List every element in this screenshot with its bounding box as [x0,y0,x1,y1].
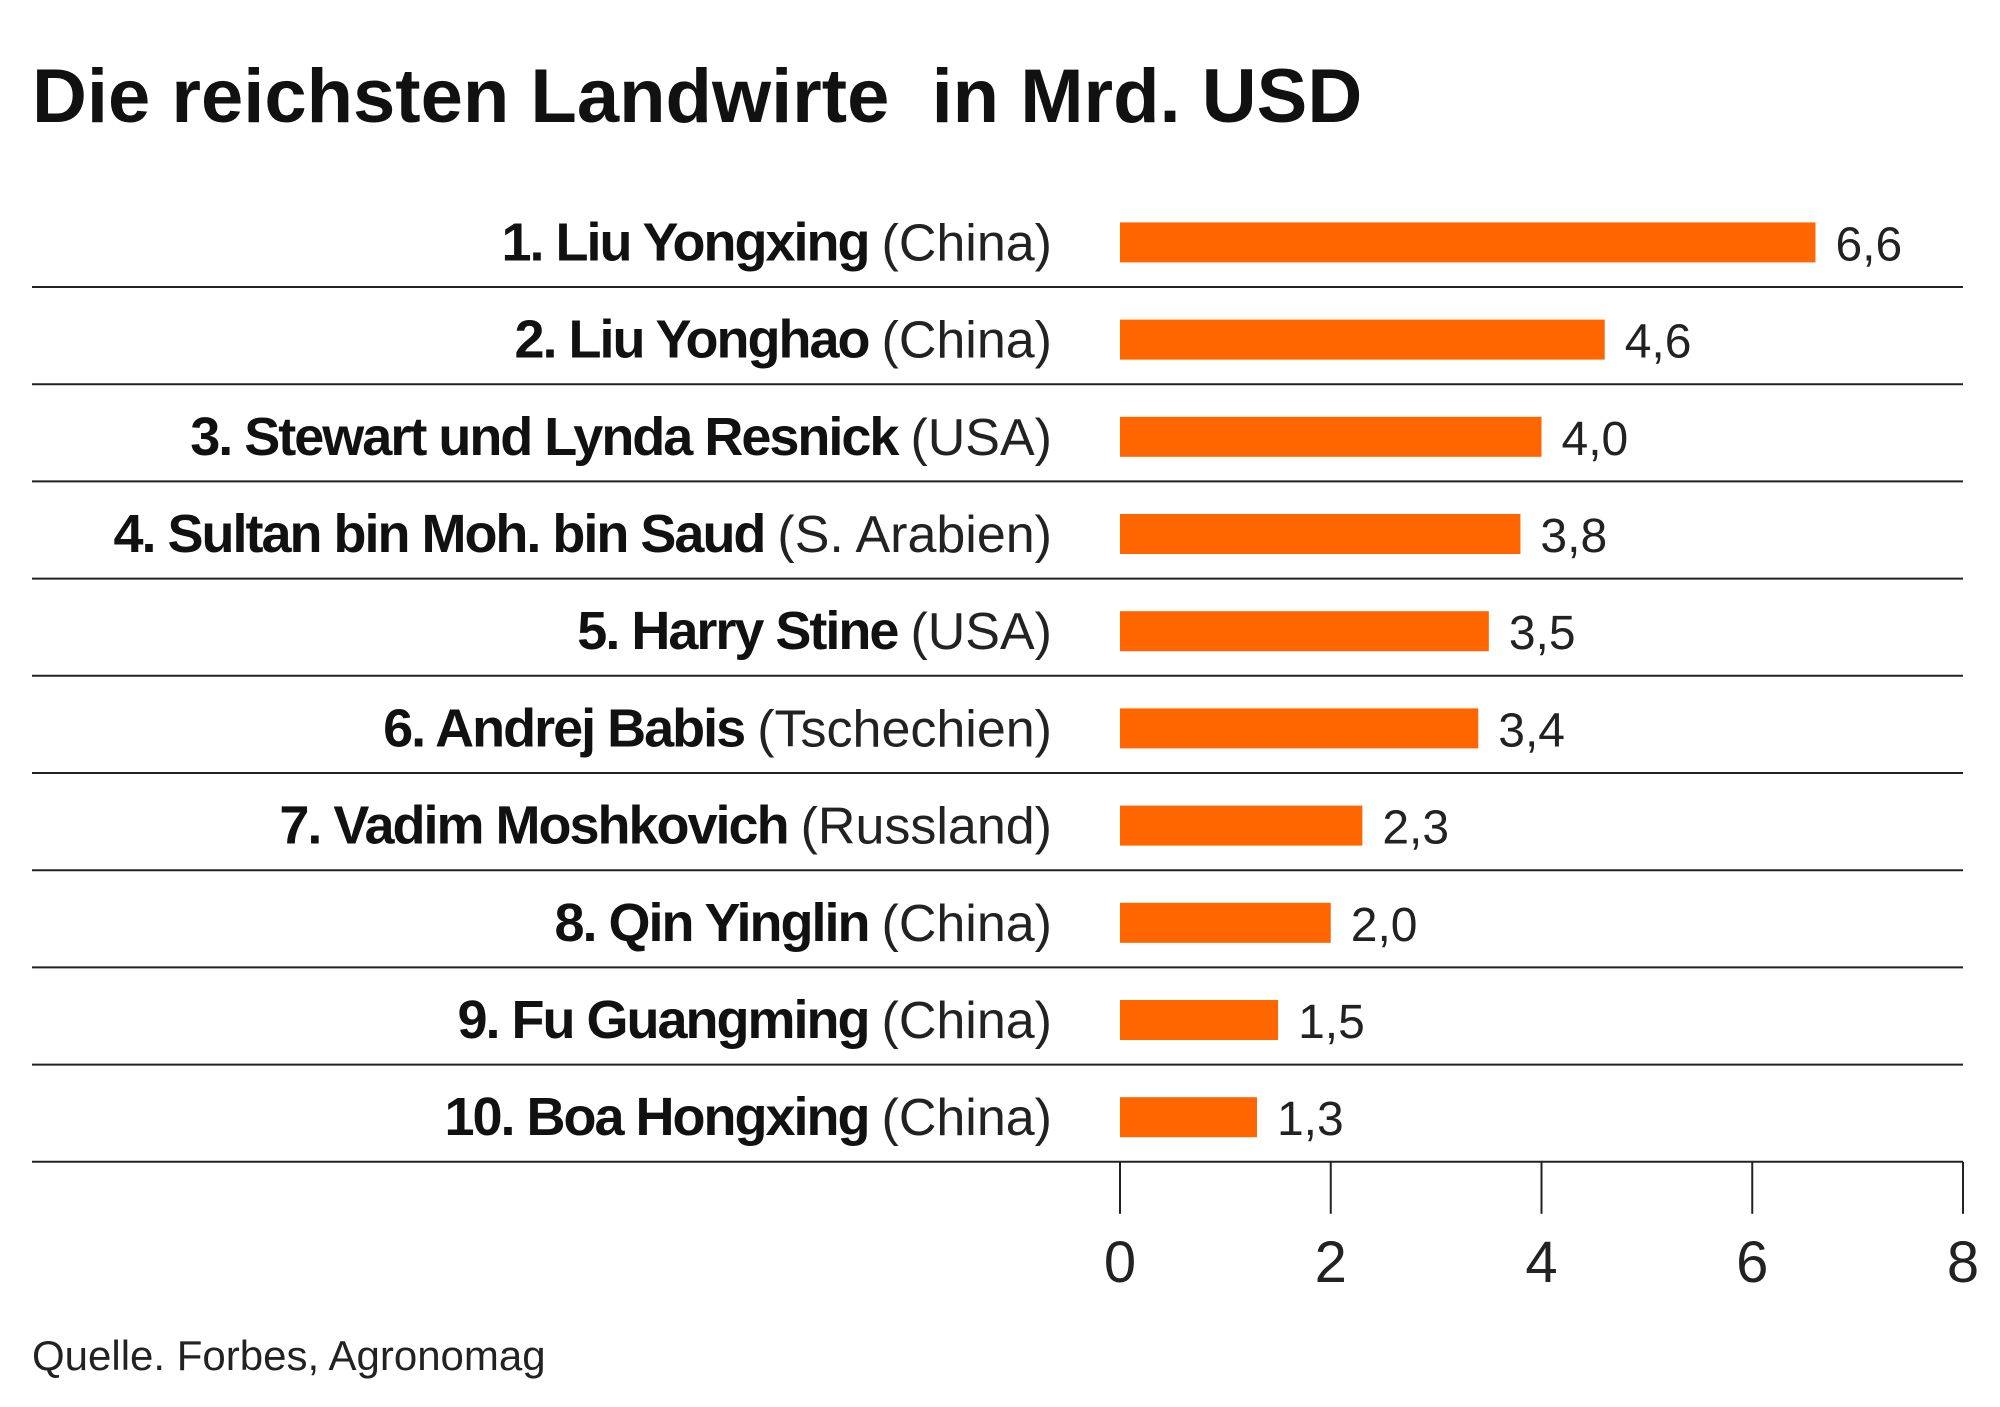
category-label: 2. Liu Yonghao (China) [514,310,1052,370]
value-label: 4,6 [1625,316,1692,369]
category-country: (USA) [910,409,1052,467]
x-tick-label: 8 [1947,1230,1979,1295]
bar [1120,1000,1279,1040]
category-label: 6. Andrej Babis (Tschechien) [383,698,1052,758]
category-name: 3. Stewart und Lynda Resnick [190,407,910,467]
category-label: 4. Sultan bin Moh. bin Saud (S. Arabien) [113,504,1052,564]
category-label: 3. Stewart und Lynda Resnick (USA) [190,407,1052,467]
x-axis: 0 2 4 6 8 [1104,1161,1979,1295]
category-label: 8. Qin Yinglin (China) [554,893,1052,953]
category-name: 9. Fu Guangming [458,990,882,1050]
bar [1120,222,1816,263]
category-label: 5. Harry Stine (USA) [577,601,1052,661]
x-tick-label: 4 [1525,1230,1557,1295]
category-name: 7. Vadim Moshkovich [279,796,800,856]
value-label: 4,0 [1562,413,1629,466]
category-country: (China) [882,895,1053,953]
category-name: 1. Liu Yongxing [501,212,881,272]
category-label: 1. Liu Yongxing (China) [501,212,1052,272]
category-country: (Russland) [801,798,1052,856]
x-tick-label: 0 [1104,1230,1136,1295]
category-label: 7. Vadim Moshkovich (Russland) [279,796,1052,856]
value-label: 3,4 [1498,704,1565,757]
category-name: 6. Andrej Babis [383,698,757,758]
value-label: 6,6 [1835,218,1902,271]
bar [1120,1097,1257,1138]
category-name: 8. Qin Yinglin [554,893,881,953]
chart-title: Die reichsten Landwirte in Mrd. USD [32,54,1362,139]
category-country: (China) [882,992,1053,1050]
x-tick-label: 2 [1315,1230,1347,1295]
value-label: 1,3 [1277,1093,1344,1146]
value-label: 3,5 [1509,607,1576,660]
category-name: 10. Boa Hongxing [444,1087,881,1147]
x-tick-label: 6 [1736,1230,1768,1295]
category-name: 5. Harry Stine [577,601,910,661]
value-label: 2,0 [1351,899,1418,952]
category-name: 2. Liu Yonghao [514,310,881,370]
category-country: (USA) [910,603,1052,661]
bar [1120,514,1521,554]
category-label: 9. Fu Guangming (China) [458,990,1053,1050]
category-country: (China) [882,214,1053,272]
bar [1120,902,1331,943]
category-country: (Tschechien) [757,700,1052,758]
category-country: (China) [882,1089,1053,1147]
bar [1120,416,1542,457]
category-country: (China) [882,312,1053,370]
category-country: (S. Arabien) [777,506,1052,564]
bar [1120,611,1489,652]
value-label: 1,5 [1298,996,1365,1049]
bar [1120,319,1605,360]
value-label: 3,8 [1540,510,1607,563]
category-name: 4. Sultan bin Moh. bin Saud [113,504,777,564]
source-note: Quelle. Forbes, Agronomag [32,1332,546,1379]
bar [1120,708,1479,749]
value-label: 2,3 [1382,802,1449,855]
chart-rows: 1. Liu Yongxing (China) 6,6 2. Liu Yonghao… [32,212,1963,1163]
bar [1120,805,1363,846]
category-label: 10. Boa Hongxing (China) [444,1087,1052,1147]
